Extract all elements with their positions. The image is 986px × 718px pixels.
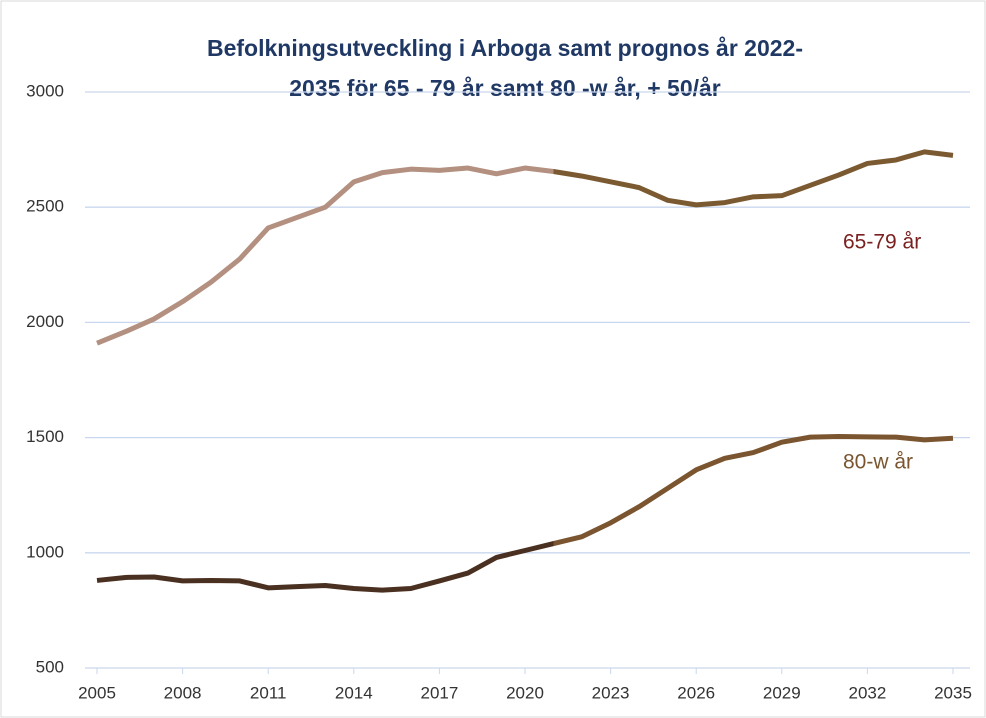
chart-title: 2035 för 65 - 79 år samt 80 -w år, + 50/… (289, 75, 721, 101)
x-tick-label: 2032 (848, 683, 886, 702)
x-tick-label: 2005 (78, 683, 116, 702)
x-tick-label: 2026 (677, 683, 715, 702)
x-tick-label: 2029 (763, 683, 801, 702)
y-tick-label: 2000 (26, 312, 64, 331)
chart-title: Befolkningsutveckling i Arboga samt prog… (207, 35, 803, 61)
series-line (96, 433, 954, 593)
y-tick-label: 2500 (26, 197, 64, 216)
x-tick-label: 2014 (335, 683, 373, 702)
x-tick-label: 2035 (934, 683, 972, 702)
y-tick-label: 1500 (26, 427, 64, 446)
x-tick-label: 2020 (506, 683, 544, 702)
x-tick-label: 2017 (420, 683, 458, 702)
x-tick-label: 2023 (592, 683, 630, 702)
y-tick-label: 500 (36, 657, 64, 676)
y-tick-label: 1000 (26, 542, 64, 561)
x-tick-label: 2008 (164, 683, 202, 702)
series-line (96, 149, 954, 346)
series-label: 65-79 år (843, 231, 921, 254)
x-tick-label: 2011 (250, 683, 287, 702)
y-tick-label: 3000 (26, 81, 64, 100)
series-label: 80-w år (843, 451, 913, 474)
